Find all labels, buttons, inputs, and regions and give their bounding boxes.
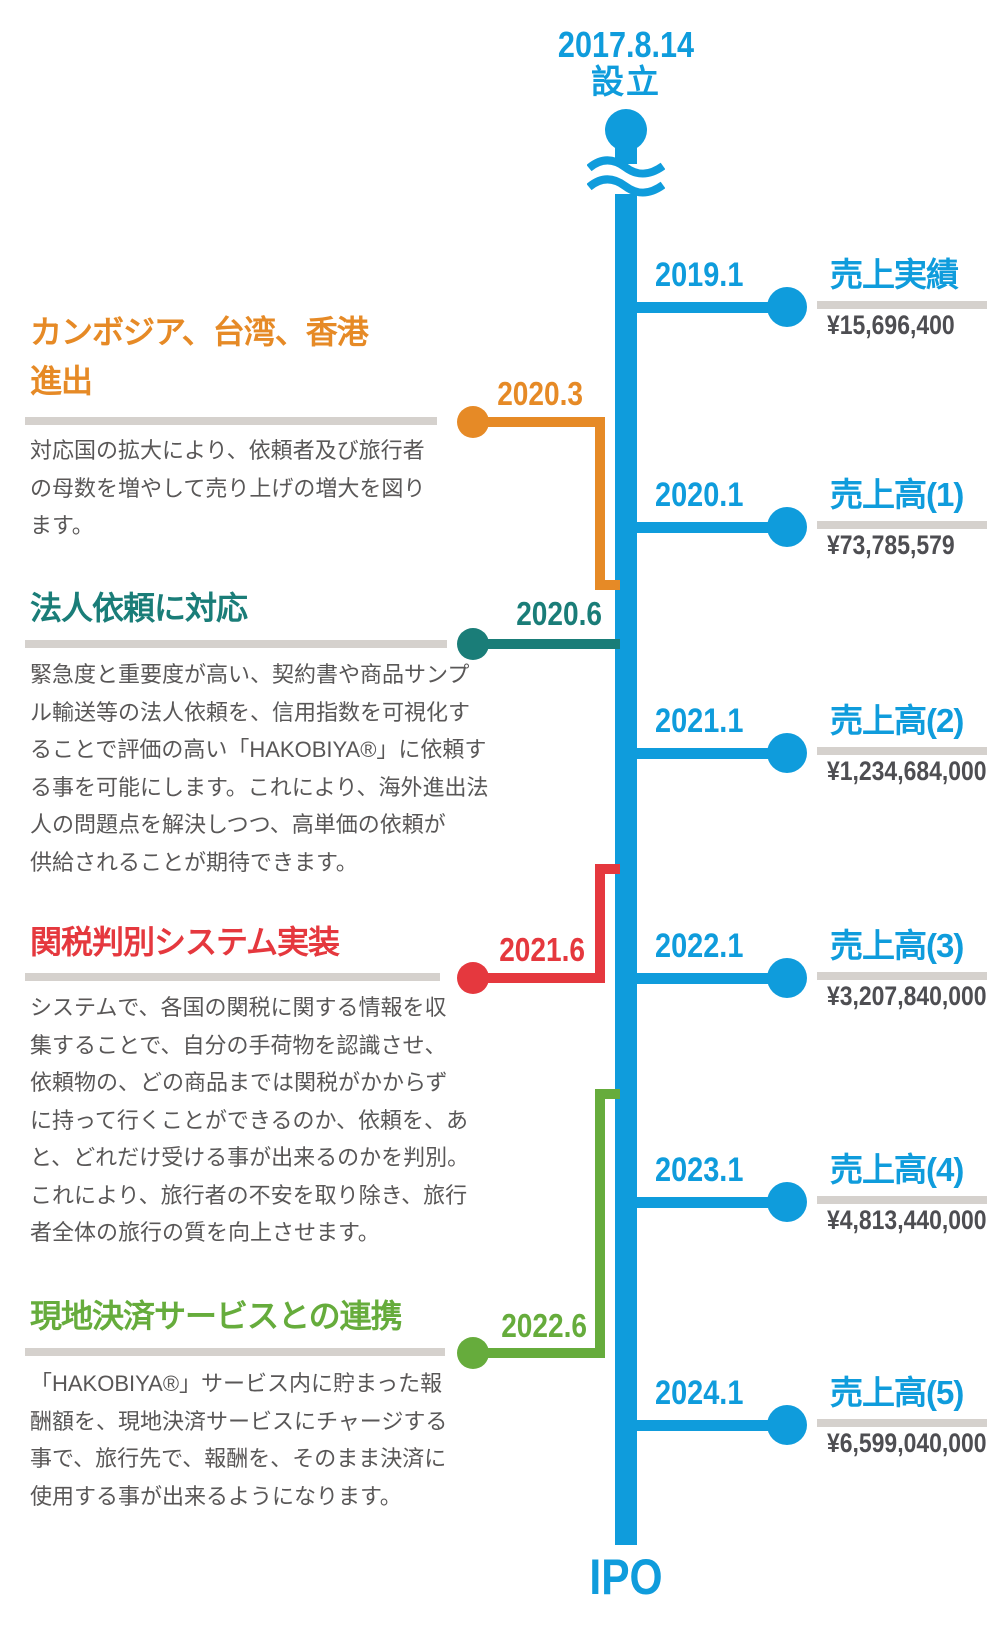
connector-line	[480, 639, 620, 649]
connector-line	[480, 417, 605, 427]
metric-label: 売上高(3)	[830, 927, 964, 964]
milestone-date: 2020.1	[655, 476, 744, 514]
connector-line	[595, 1089, 605, 1358]
founding-label: 設立	[591, 63, 661, 100]
connector-line	[595, 580, 620, 590]
line-break-icon	[587, 156, 665, 197]
section-body: 「HAKOBIYA®」サービス内に貯まった報 酬額を、現地決済サービスにチャージ…	[30, 1371, 448, 1509]
metric-label: 売上高(5)	[830, 1374, 964, 1411]
milestone-node	[767, 733, 807, 773]
section-underline	[25, 640, 447, 648]
metric-label: 売上実績	[830, 256, 959, 293]
timeline-stem-top	[615, 146, 637, 164]
section-date: 2020.3	[497, 375, 583, 412]
connector-line	[595, 864, 605, 983]
metric-value: ¥15,696,400	[827, 310, 955, 340]
connector-line	[595, 417, 605, 590]
metric-underline	[817, 1196, 987, 1204]
founding-date: 2017.8.14	[557, 24, 695, 65]
milestone-node	[767, 287, 807, 327]
metric-value: ¥3,207,840,000	[827, 981, 987, 1011]
metric-value: ¥73,785,579	[827, 530, 955, 560]
section-title: カンボジア、台湾、香港 進出	[30, 314, 369, 399]
section-date: 2022.6	[501, 1307, 587, 1344]
section-body: 緊急度と重要度が高い、契約書や商品サンプ ル輸送等の法人依頼を、信用指数を可視化…	[30, 662, 489, 875]
branch-line	[626, 302, 770, 313]
branch-line	[626, 748, 770, 759]
section-underline	[25, 417, 437, 425]
section-underline	[25, 973, 440, 981]
section-date: 2020.6	[516, 595, 602, 632]
branch-line	[626, 973, 770, 984]
milestone-date: 2023.1	[655, 1151, 744, 1189]
metric-value: ¥1,234,684,000	[827, 756, 987, 786]
connector-line	[595, 864, 620, 874]
milestone-date: 2024.1	[655, 1374, 744, 1412]
metric-label: 売上高(2)	[830, 702, 964, 739]
branch-line	[626, 1197, 770, 1208]
metric-underline	[817, 521, 987, 529]
section-underline	[25, 1348, 445, 1356]
founding-node	[605, 109, 647, 151]
section-title: 現地決済サービスとの連携	[30, 1298, 403, 1334]
branch-line	[626, 1420, 770, 1431]
milestone-node	[767, 958, 807, 998]
founding-header: 2017.8.14 設立	[472, 26, 780, 100]
milestone-date: 2019.1	[655, 256, 744, 294]
section-title: 法人依頼に対応	[30, 590, 248, 626]
section-date: 2021.6	[499, 931, 585, 968]
section-body: 対応国の拡大により、依頼者及び旅行者 の母数を増やして売り上げの増大を図り ます…	[30, 438, 426, 538]
connector-line	[480, 1348, 605, 1358]
metric-value: ¥4,813,440,000	[827, 1205, 987, 1235]
milestone-date: 2021.1	[655, 702, 744, 740]
branch-line	[626, 522, 770, 533]
connector-line	[595, 1089, 620, 1099]
metric-underline	[817, 301, 987, 309]
metric-underline	[817, 972, 987, 980]
metric-underline	[817, 747, 987, 755]
metric-value: ¥6,599,040,000	[827, 1428, 987, 1458]
section-title: 関税判別システム実装	[30, 924, 340, 960]
milestone-node	[767, 1182, 807, 1222]
metric-label: 売上高(4)	[830, 1151, 964, 1188]
milestone-node	[767, 507, 807, 547]
connector-line	[480, 973, 605, 983]
section-body: システムで、各国の関税に関する情報を収 集することで、自分の手荷物を認識させ、 …	[30, 995, 470, 1245]
metric-underline	[817, 1419, 987, 1427]
metric-label: 売上高(1)	[830, 476, 964, 513]
ipo-label: IPO	[589, 1549, 663, 1605]
milestone-date: 2022.1	[655, 927, 744, 965]
milestone-node	[767, 1405, 807, 1445]
